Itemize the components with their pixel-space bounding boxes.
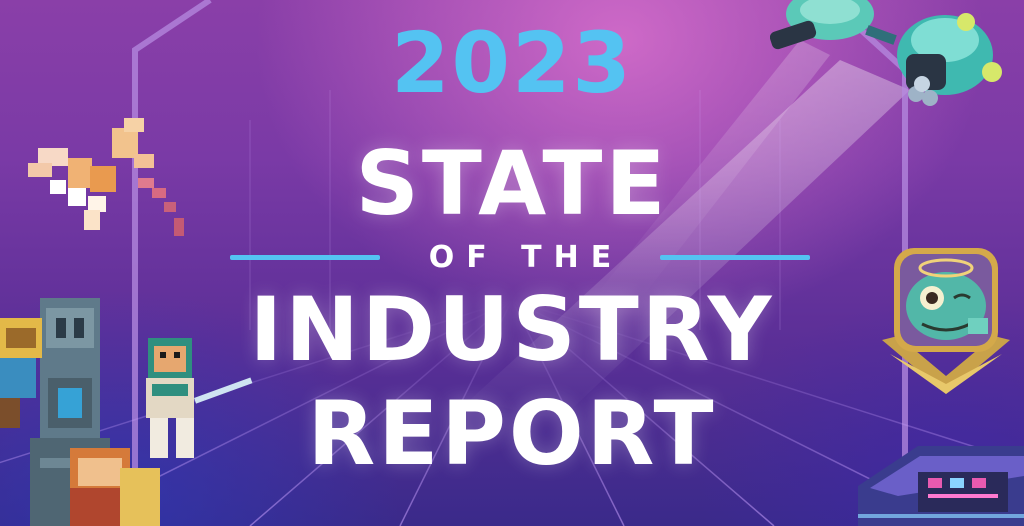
report-year: 2023	[391, 14, 633, 112]
robot-drone-icon	[770, 0, 1002, 106]
title-line-report: REPORT	[307, 382, 717, 485]
arena-building-icon	[858, 446, 1024, 526]
voxel-temple-warriors-icon	[0, 298, 253, 526]
title-line-of-the-row: OF THE	[230, 238, 810, 276]
voxel-dragon-icon	[28, 118, 184, 236]
right-divider	[659, 254, 810, 260]
title-line-state: STATE	[355, 132, 669, 235]
left-divider	[230, 254, 380, 260]
chameleon-badge-icon	[882, 248, 1010, 394]
title-line-of-the: OF THE	[428, 239, 624, 275]
title-line-industry: INDUSTRY	[249, 278, 775, 381]
